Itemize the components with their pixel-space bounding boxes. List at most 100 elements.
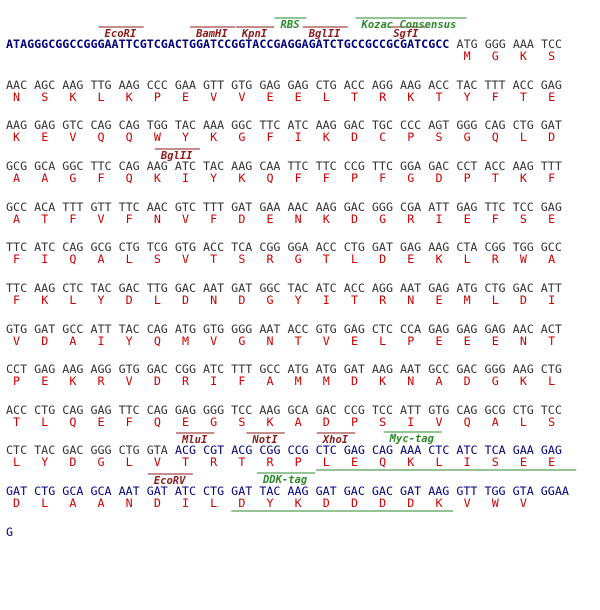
amino-acid: D	[379, 496, 386, 510]
amino-acid: V	[126, 374, 133, 388]
amino-acid: K	[13, 130, 20, 144]
amino-acid: S	[154, 252, 161, 266]
amino-acid: D	[351, 130, 358, 144]
amino-acid: V	[210, 334, 217, 348]
amino-acid: R	[266, 252, 274, 266]
amino-acid: V	[182, 252, 189, 266]
amino-acid: Q	[266, 171, 273, 185]
amino-acid: F	[492, 90, 499, 104]
amino-acid: E	[435, 334, 442, 348]
amino-acid: K	[154, 171, 161, 185]
amino-acid: R	[98, 374, 106, 388]
dna-sequence: ACC CTG CAG GAG TTC CAG GAG GGG TCC AAG …	[6, 403, 562, 417]
amino-acid: Q	[154, 334, 161, 348]
amino-acid: R	[182, 374, 190, 388]
amino-acid: V	[98, 212, 105, 226]
amino-acid: Y	[266, 496, 273, 510]
amino-acid: F	[548, 171, 555, 185]
feature-label: BamHI	[195, 28, 228, 40]
amino-acid: S	[548, 49, 555, 63]
amino-acid: A	[295, 415, 302, 429]
amino-acid: W	[492, 496, 500, 510]
amino-acid: V	[69, 130, 76, 144]
amino-acid: P	[13, 374, 20, 388]
amino-acid: F	[98, 171, 105, 185]
amino-acid: K	[379, 374, 386, 388]
amino-acid: F	[13, 293, 20, 307]
dna-sequence: ATAGGGCGGCCGGGAATTCGTCGACTGGATCCGGTACCGA…	[6, 37, 449, 51]
amino-acid: K	[435, 252, 442, 266]
amino-acid: D	[238, 293, 245, 307]
dna-sequence: GAT CTG GCA GCA AAT GAT ATC CTG GAT TAC …	[6, 484, 569, 498]
amino-acid: L	[41, 496, 48, 510]
amino-acid: T	[41, 212, 48, 226]
amino-acid: A	[98, 496, 105, 510]
amino-acid: G	[407, 171, 414, 185]
amino-acid: F	[13, 252, 20, 266]
amino-acid: D	[351, 496, 358, 510]
amino-acid: K	[69, 90, 76, 104]
amino-acid: P	[351, 171, 358, 185]
amino-acid: A	[13, 212, 20, 226]
dna-sequence: ATG GGG AAA TCC	[457, 37, 563, 51]
dna-sequence: GCC ACA TTT GTT TTC AAC GTC TTT GAT GAA …	[6, 200, 562, 214]
dna-sequence: TTC ATC CAG GCG CTG TCG GTG ACC TCA CGG …	[6, 240, 562, 254]
amino-acid: L	[351, 252, 358, 266]
amino-acid: Y	[464, 90, 471, 104]
amino-acid: T	[182, 455, 189, 469]
amino-acid: F	[323, 171, 330, 185]
amino-acid: D	[323, 415, 330, 429]
amino-acid: E	[464, 334, 471, 348]
amino-acid: K	[210, 130, 217, 144]
amino-acid: P	[154, 90, 161, 104]
amino-acid: G	[238, 130, 245, 144]
amino-acid: K	[266, 415, 273, 429]
amino-acid: V	[182, 212, 189, 226]
amino-acid: G	[379, 212, 386, 226]
amino-acid: D	[351, 212, 358, 226]
amino-acid: F	[126, 212, 133, 226]
amino-acid: Q	[154, 415, 161, 429]
amino-acid: K	[295, 496, 302, 510]
amino-acid: L	[548, 374, 555, 388]
amino-acid: K	[323, 212, 330, 226]
amino-acid: S	[379, 415, 386, 429]
feature-label: DDK-tag	[262, 474, 308, 486]
amino-acid: M	[464, 293, 471, 307]
amino-acid: L	[41, 415, 48, 429]
amino-acid: F	[126, 415, 133, 429]
amino-acid: G	[492, 374, 499, 388]
amino-acid: D	[520, 293, 527, 307]
amino-acid: Q	[464, 415, 471, 429]
amino-acid: E	[435, 293, 442, 307]
amino-acid: S	[238, 415, 245, 429]
feature-label: BglII	[308, 28, 341, 40]
amino-acid: L	[323, 90, 330, 104]
amino-acid: N	[126, 496, 133, 510]
amino-acid: L	[210, 496, 217, 510]
amino-acid: I	[323, 293, 330, 307]
amino-acid: P	[295, 455, 302, 469]
amino-acid: V	[435, 415, 442, 429]
amino-acid: T	[210, 252, 217, 266]
amino-acid: L	[520, 415, 527, 429]
amino-acid: R	[379, 90, 387, 104]
amino-acid: L	[69, 293, 76, 307]
amino-acid: F	[266, 130, 273, 144]
amino-acid: E	[492, 334, 499, 348]
feature-label: NotI	[251, 434, 278, 446]
amino-acid: V	[464, 496, 471, 510]
amino-acid: L	[126, 455, 133, 469]
amino-acid: K	[435, 496, 442, 510]
amino-acid: L	[126, 252, 133, 266]
amino-acid: D	[351, 374, 358, 388]
amino-acid: V	[238, 90, 245, 104]
amino-acid: A	[548, 252, 555, 266]
amino-acid: A	[98, 252, 105, 266]
amino-acid: Y	[182, 130, 189, 144]
amino-acid: R	[379, 293, 387, 307]
amino-acid: E	[182, 90, 189, 104]
amino-acid: N	[266, 334, 273, 348]
amino-acid: V	[520, 496, 527, 510]
amino-acid: M	[464, 49, 471, 63]
